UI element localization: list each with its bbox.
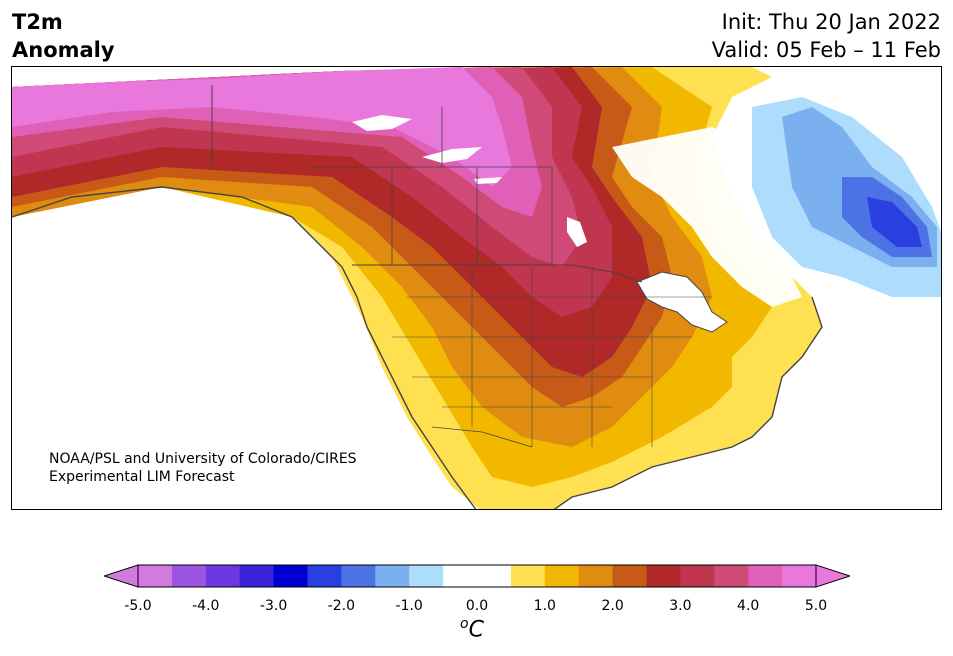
colorbar-swatch xyxy=(510,565,546,587)
colorbar-swatch xyxy=(477,565,512,587)
colorbar-swatch xyxy=(782,565,817,587)
colorbar-swatch xyxy=(443,565,478,587)
colorbar-swatch xyxy=(239,565,275,587)
colorbar-tick-label: 3.0 xyxy=(669,598,692,614)
anomaly-over-5 xyxy=(12,67,512,187)
colorbar-swatch xyxy=(714,565,749,587)
colorbar-swatch xyxy=(680,565,715,587)
colorbar-tick-label: 5.0 xyxy=(804,598,828,614)
title-line-1: T2m xyxy=(12,10,63,34)
colorbar-swatch xyxy=(307,565,342,587)
colorbar-swatch xyxy=(171,565,207,587)
colorbar-tick-label: -2.0 xyxy=(327,598,356,614)
colorbar-tick-label: -1.0 xyxy=(395,598,423,614)
colorbar-swatch xyxy=(341,565,376,587)
colorbar-swatch xyxy=(544,565,580,587)
lake-athabasca xyxy=(474,177,502,184)
colorbar-swatch xyxy=(578,565,614,587)
colorbar-swatch xyxy=(612,565,647,587)
colorbar-tick-label: -4.0 xyxy=(192,598,220,614)
colorbar-under-extend xyxy=(102,564,139,588)
colorbar-over-extend xyxy=(815,564,852,588)
mexico-border xyxy=(431,426,533,448)
colorbar-swatch xyxy=(138,565,173,587)
forecast-dates: Init: Thu 20 Jan 2022 Valid: 05 Feb – 11… xyxy=(712,8,941,64)
colorbar-tick-label: 0.0 xyxy=(465,598,489,614)
colorbar-tick-label: 2.0 xyxy=(601,598,624,614)
colorbar-swatch xyxy=(273,565,308,587)
colorbar-tick-label: 1.0 xyxy=(533,598,556,614)
colorbar xyxy=(102,564,852,592)
colorbar-tick-label: 4.0 xyxy=(737,598,760,614)
colorbar-swatch xyxy=(205,565,241,587)
valid-dates: Valid: 05 Feb – 11 Feb xyxy=(711,38,941,62)
colorbar-svg xyxy=(102,564,852,588)
title-line-2: Anomaly xyxy=(12,38,115,62)
colorbar-ticks: -5.0 -4.0 -3.0 -2.0 -1.0 0.0 1.0 2.0 3.0 4.0 5.0 xyxy=(104,598,849,618)
hudson-bay xyxy=(612,127,802,307)
map-title: T2m Anomaly xyxy=(12,8,115,64)
unit-base: C xyxy=(468,617,484,643)
colorbar-swatch xyxy=(748,565,783,587)
credit-line-1: NOAA/PSL and University of Colorado/CIRE… xyxy=(49,451,357,467)
credit-text: NOAA/PSL and University of Colorado/CIRE… xyxy=(49,450,357,486)
lake-winnipeg xyxy=(567,217,587,247)
unit-degree: o xyxy=(460,616,469,632)
state-borders xyxy=(392,267,712,447)
anomaly-cold-4 xyxy=(867,197,922,247)
colorbar-swatch xyxy=(409,565,444,587)
map-svg xyxy=(12,67,941,509)
great-bear-lake xyxy=(352,115,412,131)
colorbar-swatch xyxy=(375,565,410,587)
unit-label: oC xyxy=(460,616,484,642)
province-borders xyxy=(312,107,553,265)
colorbar-tick-label: -3.0 xyxy=(259,598,288,614)
coastline xyxy=(12,186,823,509)
colorbar-tick-label: -5.0 xyxy=(124,598,152,614)
colorbar-swatch xyxy=(646,565,681,587)
great-slave-lake xyxy=(422,147,482,163)
anomaly-map xyxy=(11,66,942,510)
credit-line-2: Experimental LIM Forecast xyxy=(49,469,235,485)
init-date: Init: Thu 20 Jan 2022 xyxy=(721,10,941,34)
great-lakes xyxy=(636,271,728,333)
